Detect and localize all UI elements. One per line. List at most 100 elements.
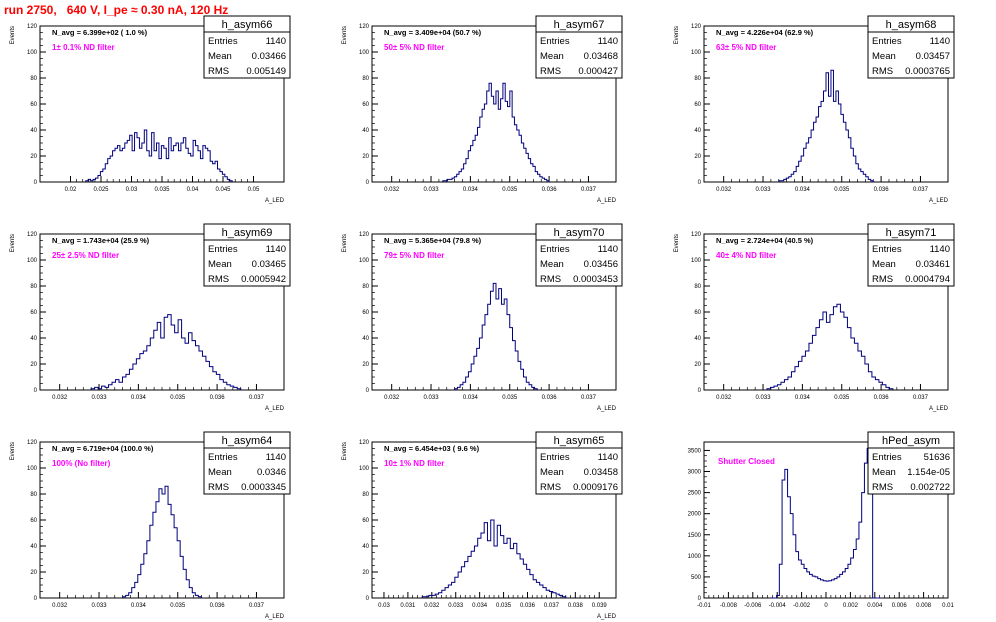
y-axis-label: Events (674, 234, 680, 252)
x-tick-label: 0.002 (843, 603, 859, 609)
y-tick-label: 100 (691, 50, 702, 56)
x-tick-label: 0.031 (400, 603, 416, 609)
stat-label: Entries (540, 36, 570, 47)
y-tick-label: 3500 (688, 448, 702, 454)
stat-label: RMS (208, 482, 229, 493)
y-tick-label: 120 (691, 232, 702, 238)
stat-value: 1140 (598, 452, 618, 463)
stats-box (203, 223, 291, 287)
stat-label: RMS (872, 66, 893, 77)
x-tick-label: 0.02 (65, 187, 77, 193)
stat-label: RMS (208, 66, 229, 77)
x-tick-label: 0.035 (496, 603, 512, 609)
histogram-panel-h_asym71: 0 20 40 60 80 100 120 0.032 0.033 0.034 0.035 0.036… (674, 223, 955, 412)
y-tick-label: 0 (34, 180, 38, 186)
stat-value: 0.0009176 (573, 482, 618, 493)
x-tick-label: 0.036 (874, 395, 890, 401)
y-tick-label: 80 (362, 76, 369, 82)
y-tick-label: 80 (30, 492, 37, 498)
stat-label: RMS (540, 66, 561, 77)
x-tick-label: 0.035 (170, 395, 186, 401)
x-tick-label: 0.037 (249, 395, 265, 401)
stat-value: 1140 (266, 244, 286, 255)
y-tick-label: 1000 (688, 554, 702, 560)
stats-box (535, 15, 623, 79)
y-tick-label: 60 (30, 518, 37, 524)
x-tick-label: 0.025 (93, 187, 109, 193)
stat-label: RMS (540, 274, 561, 285)
x-tick-label: 0.006 (892, 603, 908, 609)
x-tick-label: 0.03 (126, 187, 138, 193)
histogram-panel-h_asym66: 0 20 40 60 80 100 120 0.02 0.025 0.03 0.035 0.04 0.0… (10, 15, 291, 204)
histogram-bins-h_asym64 (122, 485, 202, 598)
y-tick-label: 100 (359, 258, 370, 264)
y-tick-label: 100 (27, 258, 38, 264)
stat-value: 0.0003453 (573, 274, 618, 285)
stat-value: 1140 (266, 452, 286, 463)
stat-label: Entries (208, 452, 238, 463)
stat-label: RMS (540, 482, 561, 493)
histogram-name: h_asym65 (554, 435, 605, 447)
filter-label: 50± 5% ND filter (384, 43, 444, 52)
x-tick-label: 0.04 (187, 187, 199, 193)
n-avg-label: N_avg = 3.409e+04 (50.7 %) (384, 28, 482, 37)
stat-label: Mean (872, 467, 896, 478)
x-tick-label: 0.032 (716, 395, 732, 401)
x-tick-label: 0.036 (542, 395, 558, 401)
x-tick-label: 0.037 (913, 187, 929, 193)
x-tick-label: 0.004 (867, 603, 883, 609)
y-axis-label: Events (10, 234, 16, 252)
stat-value: 51636 (924, 452, 950, 463)
histogram-panel-h_asym65: 0 20 40 60 80 100 120 0.03 0.031 0.032 0.033 0.034 0… (342, 431, 623, 620)
stats-box (203, 15, 291, 79)
y-tick-label: 60 (30, 102, 37, 108)
histogram-panel-h_asym68: 0 20 40 60 80 100 120 0.032 0.033 0.034 0.035 0.036… (674, 15, 955, 204)
y-tick-label: 0 (366, 180, 370, 186)
stat-value: 1140 (598, 36, 618, 47)
x-tick-label: 0.03 (378, 603, 390, 609)
x-tick-label: 0.033 (756, 187, 772, 193)
y-tick-label: 40 (30, 544, 37, 550)
x-tick-label: 0.05 (248, 187, 260, 193)
x-axis-label: A_LED (265, 198, 285, 204)
filter-label: 100% (No filter) (52, 459, 111, 468)
stat-label: RMS (872, 482, 893, 493)
y-tick-label: 100 (27, 50, 38, 56)
y-tick-label: 80 (362, 492, 369, 498)
x-axis-label: A_LED (929, 406, 949, 412)
histogram-name: hPed_asym (882, 435, 940, 447)
x-tick-label: 0.008 (916, 603, 932, 609)
y-tick-label: 20 (362, 154, 369, 160)
histogram-bins-h_asym66 (85, 129, 233, 182)
stats-box (867, 431, 955, 495)
y-tick-label: 2500 (688, 491, 702, 497)
histogram-bins-h_asym65 (421, 519, 567, 598)
stat-label: Mean (208, 467, 232, 478)
stat-value: 0.0003345 (241, 482, 286, 493)
x-tick-label: 0.036 (542, 187, 558, 193)
y-tick-label: 60 (362, 310, 369, 316)
histogram-name: h_asym68 (886, 19, 937, 31)
n-avg-label: N_avg = 2.724e+04 (40.5 %) (716, 236, 814, 245)
histogram-name: h_asym70 (554, 227, 605, 239)
n-avg-label: N_avg = 6.399e+02 ( 1.0 %) (52, 28, 148, 37)
stat-label: Entries (208, 36, 238, 47)
x-tick-label: 0.037 (544, 603, 560, 609)
y-tick-label: 120 (27, 440, 38, 446)
stat-label: Mean (872, 259, 896, 270)
x-tick-label: 0.035 (834, 395, 850, 401)
y-axis-label: Events (342, 442, 348, 460)
y-tick-label: 40 (362, 544, 369, 550)
x-tick-label: 0.033 (756, 395, 772, 401)
histogram-bins-h_asym71 (766, 303, 894, 390)
y-tick-label: 20 (694, 362, 701, 368)
y-tick-label: 80 (694, 284, 701, 290)
histogram-bins-h_asym67 (442, 82, 550, 182)
y-tick-label: 0 (366, 388, 370, 394)
x-axis-label: A_LED (265, 406, 285, 412)
histogram-panel-h_asym67: 0 20 40 60 80 100 120 0.032 0.033 0.034 0.035 0.036… (342, 15, 623, 204)
x-tick-label: 0.045 (215, 187, 231, 193)
y-tick-label: 120 (359, 232, 370, 238)
stat-value: 1.154e-05 (907, 467, 950, 478)
